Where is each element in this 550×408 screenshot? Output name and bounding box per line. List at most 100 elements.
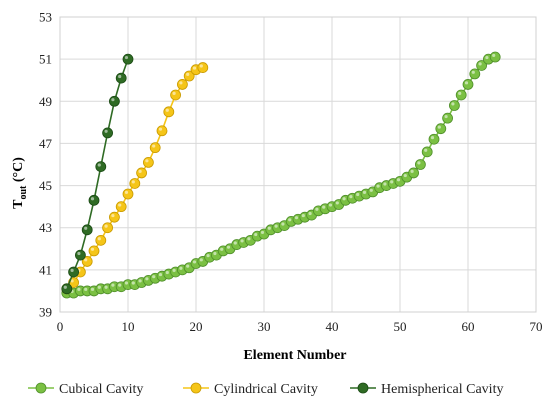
data-point	[88, 245, 100, 257]
data-point-highlight	[410, 169, 414, 173]
svg-text:Tout (°C): Tout (°C)	[11, 157, 29, 209]
data-point-highlight	[104, 224, 108, 228]
data-point-highlight	[77, 251, 81, 256]
data-point-highlight	[322, 205, 326, 209]
data-point-highlight	[362, 190, 367, 194]
axes	[59, 16, 537, 313]
data-point-highlight	[97, 237, 101, 241]
data-point-highlight	[301, 213, 305, 218]
series-line	[66, 58, 129, 290]
data-point-highlight	[403, 173, 407, 178]
data-point-highlight	[84, 258, 88, 262]
data-point-highlight	[172, 91, 176, 95]
legend-item-2: Hemispherical Cavity	[350, 382, 503, 397]
plot-area-border	[59, 16, 537, 313]
data-point-highlight	[315, 207, 319, 211]
data-point-highlight	[328, 203, 333, 207]
data-point-highlight	[464, 81, 469, 85]
y-axis-title-unit: (°C)	[11, 157, 26, 186]
data-point-highlight	[179, 266, 183, 270]
legend-marker	[357, 382, 369, 394]
data-point-highlight	[111, 213, 115, 218]
data-point-highlight	[152, 275, 156, 279]
data-point-highlight	[199, 258, 203, 262]
legend-label: Hemispherical Cavity	[381, 382, 503, 397]
x-tick-label: 0	[57, 319, 64, 334]
data-point	[136, 167, 148, 179]
data-point	[95, 161, 107, 173]
series-2	[61, 53, 134, 295]
data-point-highlight	[356, 192, 360, 197]
data-point	[115, 201, 127, 213]
data-point-highlight	[158, 127, 163, 131]
data-point	[142, 156, 154, 168]
y-tick-label: 47	[39, 136, 53, 151]
data-point	[442, 112, 454, 124]
data-point-highlight	[138, 279, 142, 283]
y-tick-label: 49	[39, 94, 52, 109]
y-tick-label: 43	[39, 220, 52, 235]
y-tick-label: 41	[39, 262, 52, 277]
data-point	[129, 178, 141, 189]
data-point-highlight	[124, 55, 129, 60]
tick-labels: 0 10 20 30 40 50 60 70 39 41 43 45 47 49 51 53	[39, 10, 543, 335]
series-0	[61, 51, 501, 299]
legend-marker	[190, 382, 202, 394]
data-point	[421, 146, 433, 158]
y-axis-title: Tout (°C)	[11, 157, 29, 209]
data-point-highlight	[424, 148, 428, 152]
data-point-highlight	[444, 114, 448, 119]
data-point-highlight	[254, 232, 258, 237]
data-point	[163, 106, 175, 118]
data-point	[197, 62, 209, 73]
data-point-highlight	[90, 247, 95, 251]
data-point-highlight	[77, 287, 81, 291]
legend-item-1: Cylindrical Cavity	[183, 382, 318, 397]
data-point	[489, 51, 501, 63]
data-point-highlight	[478, 62, 482, 66]
legend: Cubical Cavity Cylindrical Cavity Hemisphe…	[28, 382, 503, 397]
data-point	[102, 127, 113, 139]
data-point	[414, 159, 426, 170]
data-point-highlight	[213, 251, 217, 256]
data-point	[156, 125, 168, 137]
data-point-highlight	[118, 283, 122, 287]
data-point-highlight	[124, 190, 129, 194]
data-point-highlight	[220, 247, 224, 251]
data-point-highlight	[192, 260, 197, 264]
data-point-highlight	[179, 81, 183, 85]
data-point-highlight	[70, 279, 74, 283]
data-point	[176, 79, 188, 90]
data-point	[81, 224, 93, 236]
data-point-highlight	[104, 285, 108, 289]
data-point-highlight	[376, 184, 380, 188]
x-tick-label: 10	[122, 319, 135, 334]
data-point	[75, 249, 86, 261]
data-point	[428, 133, 440, 145]
data-point	[469, 68, 481, 80]
data-point	[109, 211, 120, 223]
data-point-highlight	[308, 211, 312, 216]
legend-marker	[35, 382, 47, 394]
data-point-highlight	[165, 108, 169, 112]
data-point-highlight	[383, 182, 387, 186]
data-point-highlight	[199, 64, 203, 68]
data-point-highlight	[458, 91, 462, 95]
data-point-highlight	[104, 129, 108, 133]
data-point-highlight	[111, 283, 115, 287]
data-point-highlight	[131, 281, 135, 285]
data-point-highlight	[294, 216, 299, 220]
data-point	[88, 194, 100, 206]
legend-item-0: Cubical Cavity	[28, 382, 143, 397]
data-point	[115, 72, 127, 84]
data-point	[448, 100, 460, 111]
data-point-highlight	[485, 55, 489, 60]
data-point-highlight	[369, 188, 373, 192]
data-point	[435, 123, 447, 135]
data-point-highlight	[240, 239, 244, 243]
data-point-highlight	[267, 226, 271, 230]
x-tick-label: 20	[190, 319, 203, 334]
data-point-highlight	[165, 270, 169, 275]
data-point-highlight	[281, 222, 285, 226]
data-point-highlight	[260, 230, 265, 235]
